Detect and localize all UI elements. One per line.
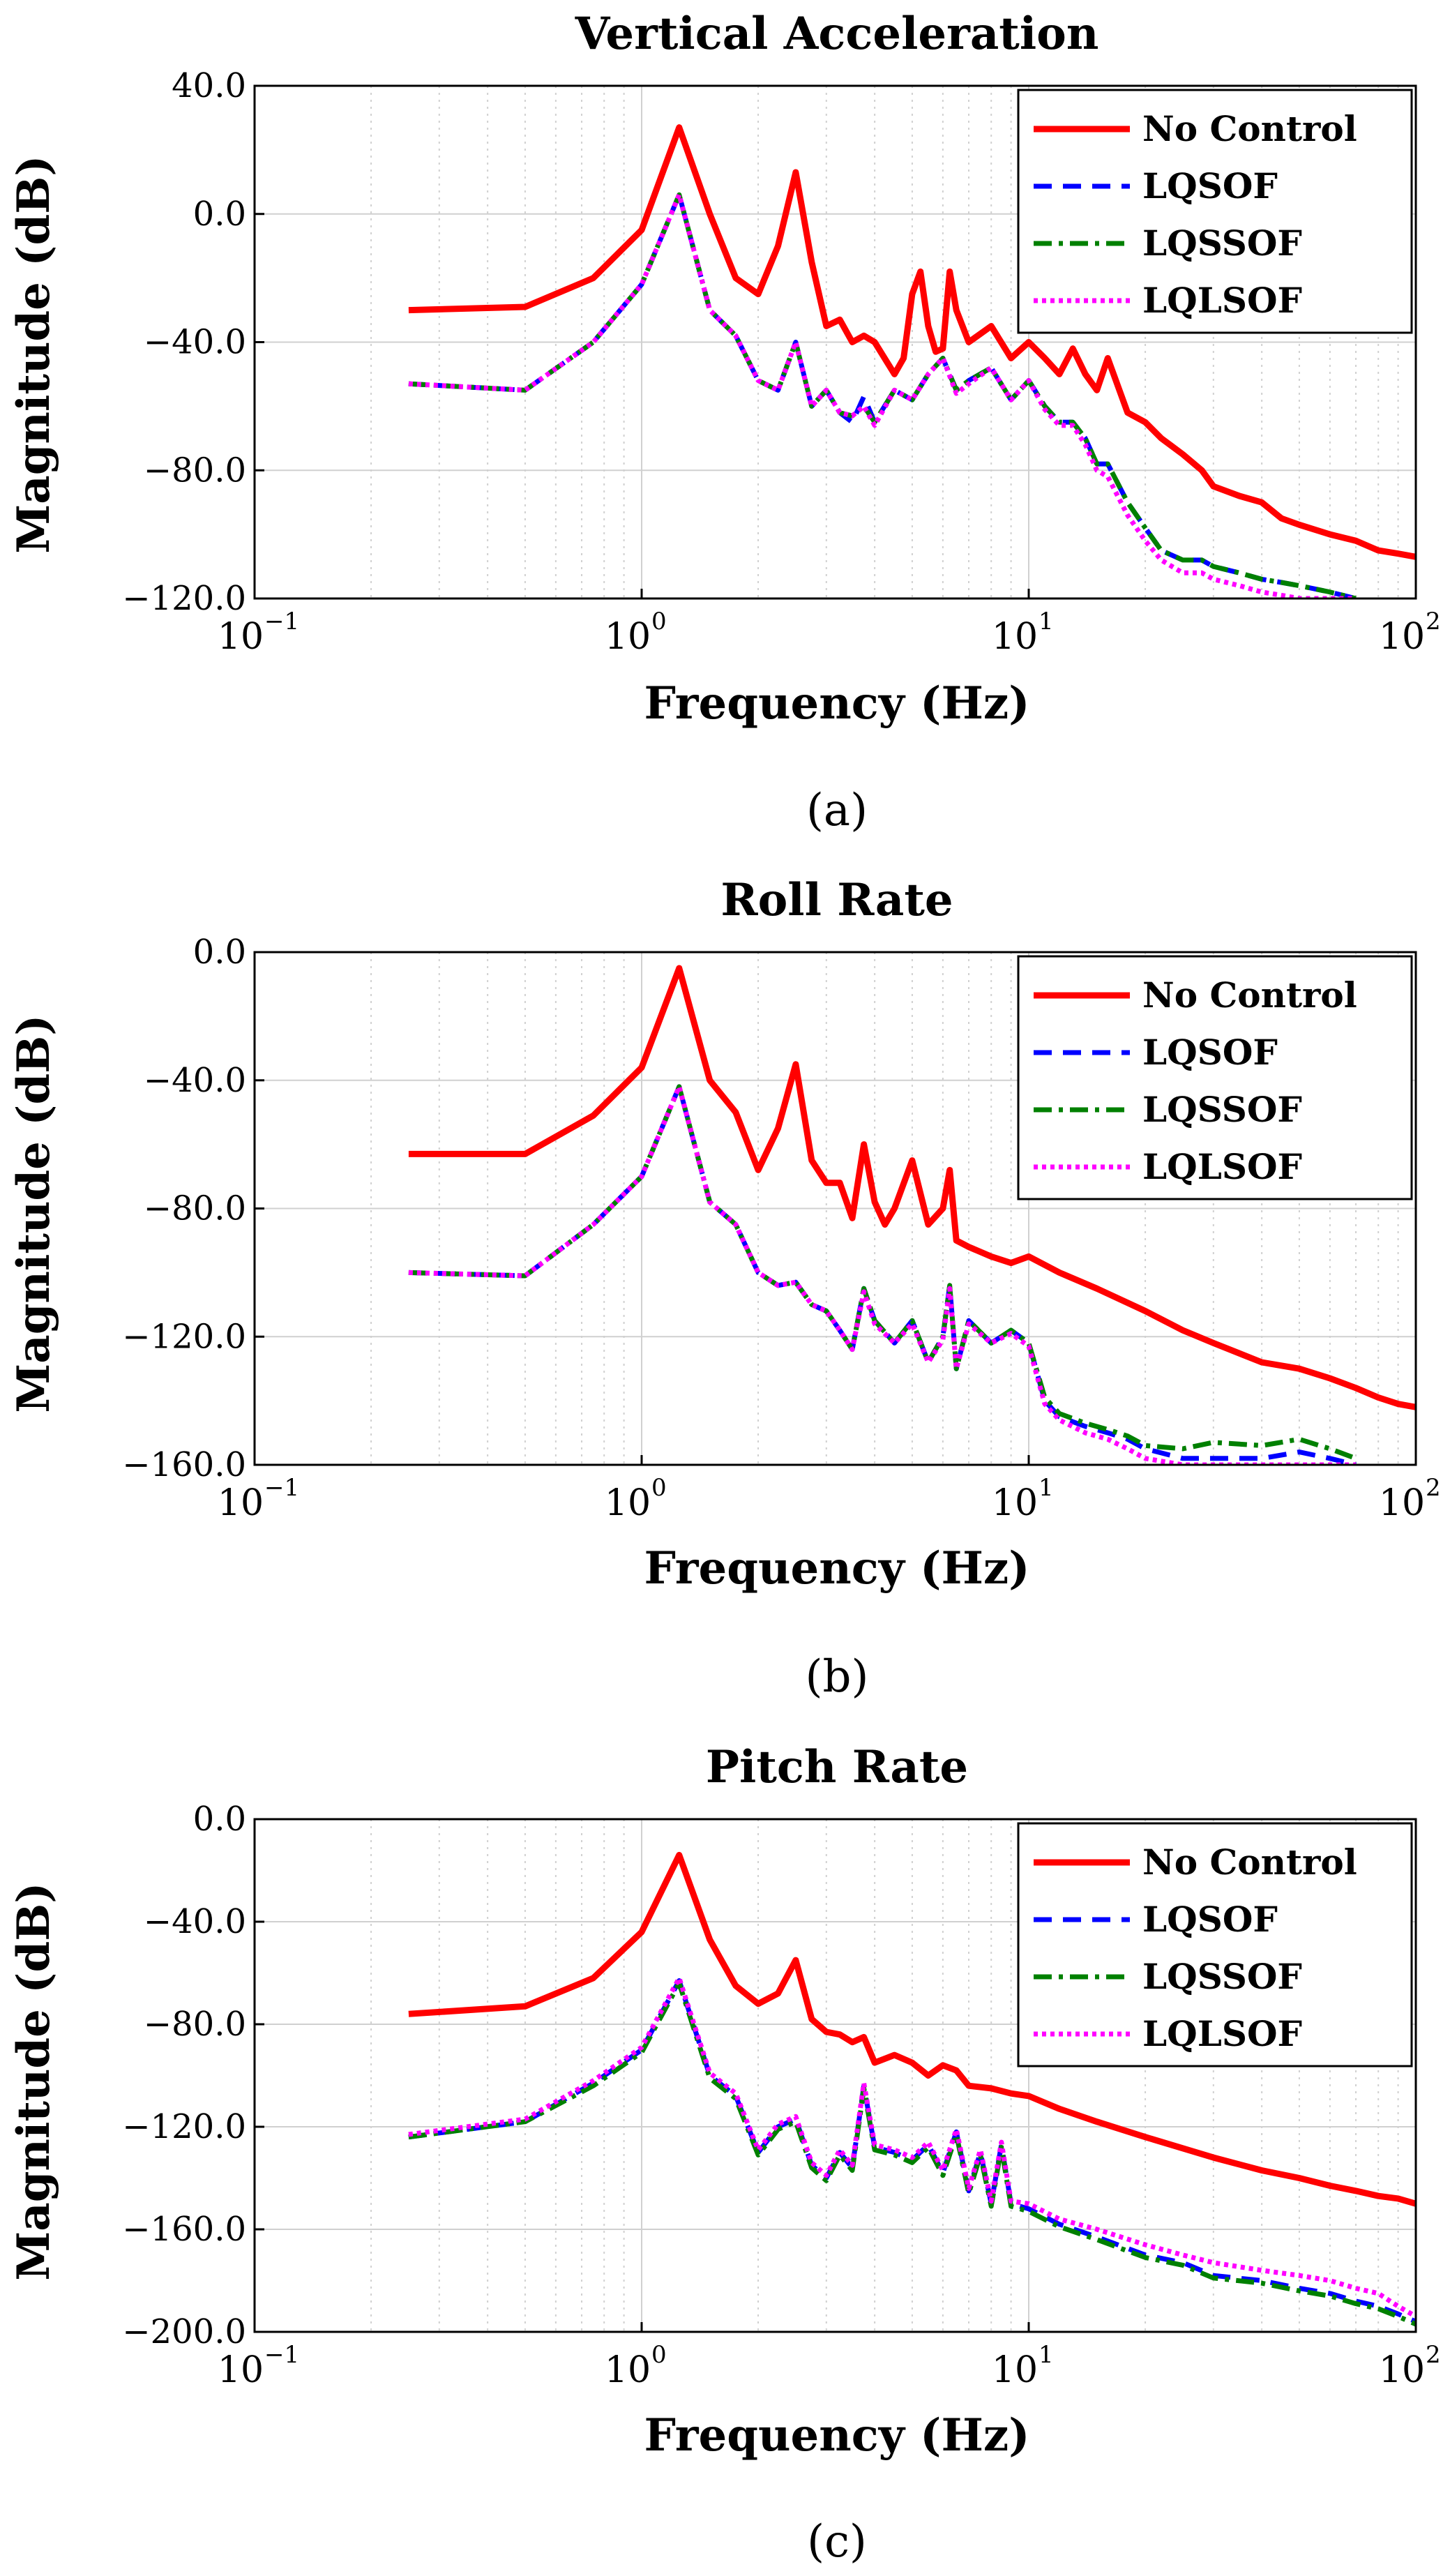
panel-b: Roll Rate 0.0−40.0−80.0−120.0−160.010 −1 1… xyxy=(8,874,1441,1703)
series-group xyxy=(408,124,1416,598)
x-axis-label: Frequency (Hz) xyxy=(644,1542,1029,1595)
y-axis-label: Magnitude (dB) xyxy=(8,1882,60,2280)
chart-title: Pitch Rate xyxy=(706,1741,968,1793)
x-tick-label: 10 xyxy=(992,2349,1038,2391)
series-line-no-control xyxy=(408,124,1416,560)
x-tick-exponent: 0 xyxy=(651,1474,667,1502)
x-tick-exponent: 0 xyxy=(651,2341,667,2369)
legend-label: LQSSOF xyxy=(1142,1089,1302,1130)
x-tick-exponent: 2 xyxy=(1426,608,1441,635)
x-tick-exponent: 1 xyxy=(1039,2341,1054,2369)
y-tick-label: −160.0 xyxy=(122,2210,246,2249)
y-tick-label: −120.0 xyxy=(122,579,246,618)
legend: No Control LQSOF LQSSOF LQLSOF xyxy=(1017,1822,1413,2067)
chart-title: Roll Rate xyxy=(720,874,953,926)
y-tick-label: −120.0 xyxy=(122,1317,246,1356)
y-tick-label: −120.0 xyxy=(122,2107,246,2146)
series-line-lqlsof xyxy=(408,1975,1416,2319)
x-tick-label: 10 xyxy=(992,1482,1038,1524)
y-tick-label: 40.0 xyxy=(172,66,246,105)
series-line-lqlsof xyxy=(408,1084,1356,1465)
x-tick-label: 10 xyxy=(605,1482,651,1524)
y-tick-label: −80.0 xyxy=(144,2005,246,2044)
x-tick-label: 10 xyxy=(218,1482,264,1524)
panel-caption: (b) xyxy=(806,1651,869,1703)
x-tick-label: 10 xyxy=(218,2349,264,2391)
x-tick-exponent: 1 xyxy=(1039,608,1054,635)
x-tick-exponent: 0 xyxy=(651,608,667,635)
legend-label: LQSOF xyxy=(1142,165,1278,206)
x-tick-exponent: −1 xyxy=(264,608,299,635)
series-group xyxy=(408,1851,1416,2327)
y-tick-label: 0.0 xyxy=(193,1800,246,1839)
legend-label: LQSSOF xyxy=(1142,1956,1302,1997)
x-tick-label: 10 xyxy=(1379,1482,1425,1524)
x-tick-exponent: 2 xyxy=(1426,1474,1441,1502)
legend-label: No Control xyxy=(1142,1841,1357,1883)
series-line-lqssof xyxy=(408,192,1357,598)
legend-label: LQSSOF xyxy=(1142,223,1302,264)
y-tick-label: 0.0 xyxy=(193,933,246,972)
x-axis-label: Frequency (Hz) xyxy=(644,2409,1029,2462)
y-axis-label: Magnitude (dB) xyxy=(8,1014,60,1413)
x-tick-label: 10 xyxy=(605,2349,651,2391)
panel-caption: (a) xyxy=(806,785,868,836)
series-group xyxy=(408,965,1416,1465)
x-tick-label: 10 xyxy=(605,616,651,658)
y-axis-label: Magnitude (dB) xyxy=(8,155,60,553)
plot-area: 40.00.0−40.0−80.0−120.010 −1 10 0 10 1 10 2No C… xyxy=(122,66,1440,658)
x-tick-label: 10 xyxy=(1379,2349,1425,2391)
series-line-lqssof xyxy=(408,1084,1357,1461)
legend-label: LQLSOF xyxy=(1142,1146,1302,1187)
legend-label: No Control xyxy=(1142,108,1357,149)
series-line-lqlsof xyxy=(408,192,1356,598)
y-tick-label: −40.0 xyxy=(144,323,246,362)
y-tick-label: −160.0 xyxy=(122,1445,246,1484)
x-tick-label: 10 xyxy=(218,616,264,658)
series-line-no-control xyxy=(408,965,1416,1410)
x-tick-exponent: −1 xyxy=(264,2341,299,2369)
legend-label: LQSOF xyxy=(1142,1032,1278,1073)
legend: No Control LQSOF LQSSOF LQLSOF xyxy=(1017,955,1413,1200)
series-line-no-control xyxy=(408,1851,1416,2207)
y-tick-label: −80.0 xyxy=(144,1189,246,1228)
x-axis-label: Frequency (Hz) xyxy=(644,677,1029,730)
y-tick-label: −80.0 xyxy=(144,451,246,490)
panel-c: Pitch Rate 0.0 −40.0 −80.0 −120.0 −160.0 −200… xyxy=(8,1741,1441,2568)
x-tick-label: 10 xyxy=(992,616,1038,658)
x-tick-exponent: 2 xyxy=(1426,2341,1441,2369)
y-tick-label: −40.0 xyxy=(144,1061,246,1100)
legend-label: No Control xyxy=(1142,974,1357,1016)
x-tick-exponent: −1 xyxy=(264,1474,299,1502)
y-tick-label: −40.0 xyxy=(144,1902,246,1941)
series-line-lqssof xyxy=(408,1980,1416,2327)
plot-area: 0.0−40.0−80.0−120.0−160.0−200.010 −1 10 0 10… xyxy=(122,1800,1440,2391)
axes-frame xyxy=(253,1818,1417,2333)
legend-label: LQSOF xyxy=(1142,1899,1278,1940)
plot-area: 0.0−40.0−80.0−120.0−160.010 −1 10 0 10 1 10 2No… xyxy=(122,933,1440,1524)
panel-caption: (c) xyxy=(807,2516,867,2568)
y-tick-label: 0.0 xyxy=(193,195,246,234)
legend: No Control LQSOF LQSSOF LQLSOF xyxy=(1017,89,1413,334)
legend-label: LQLSOF xyxy=(1142,2013,1302,2054)
y-tick-label: −200.0 xyxy=(122,2312,246,2351)
x-tick-label: 10 xyxy=(1379,616,1425,658)
chart-title: Vertical Acceleration xyxy=(575,8,1099,60)
legend-label: LQLSOF xyxy=(1142,280,1302,321)
x-tick-exponent: 1 xyxy=(1039,1474,1054,1502)
panel-a: Vertical Acceleration 40.0 0.0 −40.0 −80.0 −… xyxy=(8,8,1441,836)
